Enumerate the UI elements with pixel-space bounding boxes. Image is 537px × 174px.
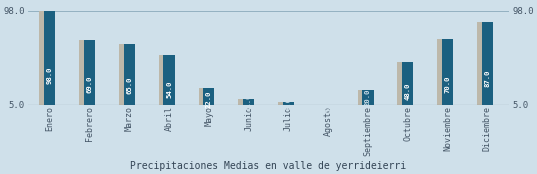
Text: 98.0: 98.0 [47,66,53,84]
Bar [238,99,248,110]
Bar [84,40,95,110]
Bar [79,40,89,110]
Bar [203,88,214,110]
Bar [362,90,374,110]
Bar [278,102,287,110]
Bar [482,22,493,110]
Bar [437,39,447,110]
Text: 22.0: 22.0 [206,91,212,108]
Bar [318,105,328,110]
Bar [163,56,175,110]
Bar [159,56,168,110]
Bar [397,62,407,110]
Bar [402,62,413,110]
X-axis label: Precipitaciones Medias en valle de yerrideierri: Precipitaciones Medias en valle de yerri… [130,161,407,171]
Text: 65.0: 65.0 [126,77,132,94]
Bar [39,11,49,110]
Text: 54.0: 54.0 [166,80,172,98]
Bar [119,44,128,110]
Text: 11.0: 11.0 [245,93,252,111]
Bar [442,39,453,110]
Text: 8.0: 8.0 [285,97,292,110]
Bar [199,88,208,110]
Text: 70.0: 70.0 [445,75,451,93]
Text: 69.0: 69.0 [86,76,92,93]
Bar [358,90,367,110]
Bar [323,105,334,110]
Text: 5.0: 5.0 [325,98,331,112]
Bar [243,99,254,110]
Bar [477,22,487,110]
Text: 48.0: 48.0 [405,82,411,100]
Text: 87.0: 87.0 [484,70,490,87]
Bar [44,11,55,110]
Bar [283,102,294,110]
Bar [124,44,135,110]
Text: 20.0: 20.0 [365,89,371,106]
